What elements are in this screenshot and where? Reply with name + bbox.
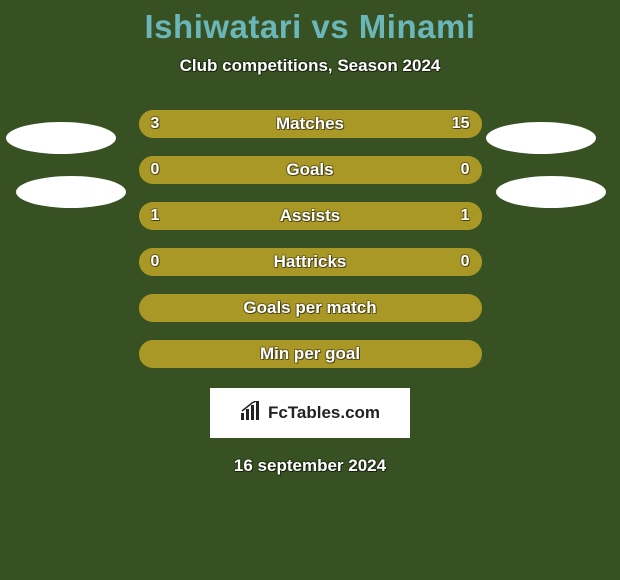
stat-bar: Assists 1 1	[139, 202, 482, 230]
stat-bar: Goals 0 0	[139, 156, 482, 184]
bar-value-left: 3	[151, 115, 160, 133]
stat-bar: Goals per match	[139, 294, 482, 322]
bar-label: Goals	[286, 160, 333, 180]
side-ellipse	[16, 176, 126, 208]
bar-label: Hattricks	[274, 252, 347, 272]
side-ellipse	[6, 122, 116, 154]
stat-bar: Matches 3 15	[139, 110, 482, 138]
bar-value-right: 0	[461, 161, 470, 179]
bar-value-left: 0	[151, 253, 160, 271]
bar-value-right: 15	[452, 115, 470, 133]
bar-fill-left	[139, 110, 196, 138]
stat-bar: Hattricks 0 0	[139, 248, 482, 276]
logo-chart-icon	[240, 401, 262, 426]
bar-fill-right	[310, 156, 482, 184]
content-wrapper: Ishiwatari vs Minami Club competitions, …	[0, 0, 620, 580]
bar-value-left: 0	[151, 161, 160, 179]
side-ellipse	[486, 122, 596, 154]
bar-value-left: 1	[151, 207, 160, 225]
bar-label: Matches	[276, 114, 344, 134]
page-title: Ishiwatari vs Minami	[145, 8, 476, 46]
date-text: 16 september 2024	[234, 456, 386, 476]
subtitle: Club competitions, Season 2024	[180, 56, 441, 76]
bar-label: Min per goal	[260, 344, 360, 364]
bars-container: Matches315Goals00Assists11Hattricks00Goa…	[139, 110, 482, 368]
bar-fill-left	[139, 156, 311, 184]
bar-label: Assists	[280, 206, 340, 226]
logo-text: FcTables.com	[268, 403, 380, 423]
stat-bar: Min per goal	[139, 340, 482, 368]
bar-label: Goals per match	[243, 298, 376, 318]
bar-value-right: 1	[461, 207, 470, 225]
bar-value-right: 0	[461, 253, 470, 271]
side-ellipse	[496, 176, 606, 208]
logo-box: FcTables.com	[210, 388, 410, 438]
